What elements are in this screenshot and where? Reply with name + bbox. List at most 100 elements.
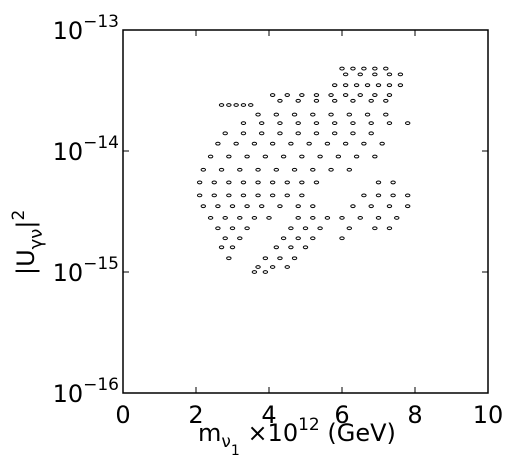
point: [372, 93, 378, 97]
point: [390, 180, 396, 185]
point: [207, 215, 214, 220]
point: [291, 112, 298, 117]
point: [379, 141, 385, 146]
point: [288, 245, 294, 250]
tick-exponent: −13: [83, 12, 119, 32]
point: [291, 256, 298, 261]
point: [350, 121, 356, 126]
point: [397, 72, 404, 77]
point: [375, 180, 382, 185]
point: [364, 112, 371, 117]
y-label-part: |: [12, 221, 40, 229]
point: [324, 141, 331, 146]
point: [288, 226, 294, 231]
point: [291, 167, 298, 172]
point: [361, 193, 367, 198]
point: [390, 193, 396, 198]
point: [332, 131, 338, 136]
point: [218, 167, 225, 172]
point: [353, 83, 360, 88]
point: [339, 236, 345, 241]
point: [215, 204, 221, 209]
point: [295, 215, 301, 220]
point: [277, 131, 283, 136]
point: [368, 131, 374, 136]
point: [244, 204, 250, 209]
point: [284, 93, 290, 97]
point: [280, 236, 287, 241]
y-label-part: 2: [9, 210, 29, 221]
point: [248, 103, 254, 107]
point: [375, 193, 382, 198]
tick-base: 10: [53, 259, 84, 287]
point: [310, 236, 316, 241]
point: [339, 66, 345, 71]
x-axis-label: mν1 ×1012 (GeV): [198, 415, 396, 459]
point: [353, 154, 360, 159]
point: [269, 180, 276, 185]
point: [386, 83, 393, 88]
point: [299, 93, 305, 97]
point: [375, 83, 382, 88]
point: [383, 98, 389, 103]
point: [328, 167, 334, 172]
point: [229, 226, 236, 231]
point: [357, 72, 363, 77]
point: [313, 98, 320, 103]
point: [295, 131, 301, 136]
point: [372, 72, 378, 77]
point: [302, 226, 309, 231]
point: [277, 204, 283, 209]
point: [332, 121, 338, 126]
tick-base: 10: [53, 380, 84, 408]
point: [295, 121, 301, 126]
point: [313, 180, 320, 185]
y-label-part: |U: [12, 249, 40, 275]
point: [244, 154, 250, 159]
x-label-part: 12: [298, 415, 320, 435]
point: [386, 204, 393, 209]
point: [317, 226, 323, 231]
point: [207, 154, 214, 159]
x-label-part: (GeV): [320, 419, 396, 447]
point: [259, 131, 265, 136]
point: [317, 154, 323, 159]
point: [259, 204, 265, 209]
point: [277, 256, 283, 261]
y-tick-label: 10−14: [53, 133, 119, 166]
point: [310, 215, 316, 220]
point: [306, 141, 312, 146]
point: [397, 83, 404, 88]
point: [375, 215, 382, 220]
point: [342, 141, 349, 146]
point: [233, 103, 239, 107]
point: [342, 93, 349, 97]
point: [350, 204, 356, 209]
point: [335, 154, 342, 159]
point: [299, 180, 305, 185]
point: [302, 245, 309, 250]
point: [288, 141, 294, 146]
plot-frame: [122, 29, 489, 394]
point: [361, 141, 367, 146]
x-label-part: ν: [221, 432, 231, 452]
tick-base: 10: [53, 17, 84, 45]
point: [368, 121, 374, 126]
point: [222, 131, 228, 136]
point: [218, 245, 225, 250]
point: [196, 193, 203, 198]
point: [240, 121, 247, 126]
point: [237, 167, 243, 172]
point: [372, 226, 378, 231]
point: [240, 103, 247, 107]
point: [269, 93, 276, 97]
tick-exponent: −16: [83, 375, 119, 395]
point: [357, 93, 363, 97]
y-tick-label: 10−16: [53, 375, 119, 408]
x-tick-label: 8: [407, 401, 422, 429]
point: [313, 121, 320, 126]
point: [339, 215, 345, 220]
point: [277, 121, 283, 126]
point: [237, 215, 243, 220]
